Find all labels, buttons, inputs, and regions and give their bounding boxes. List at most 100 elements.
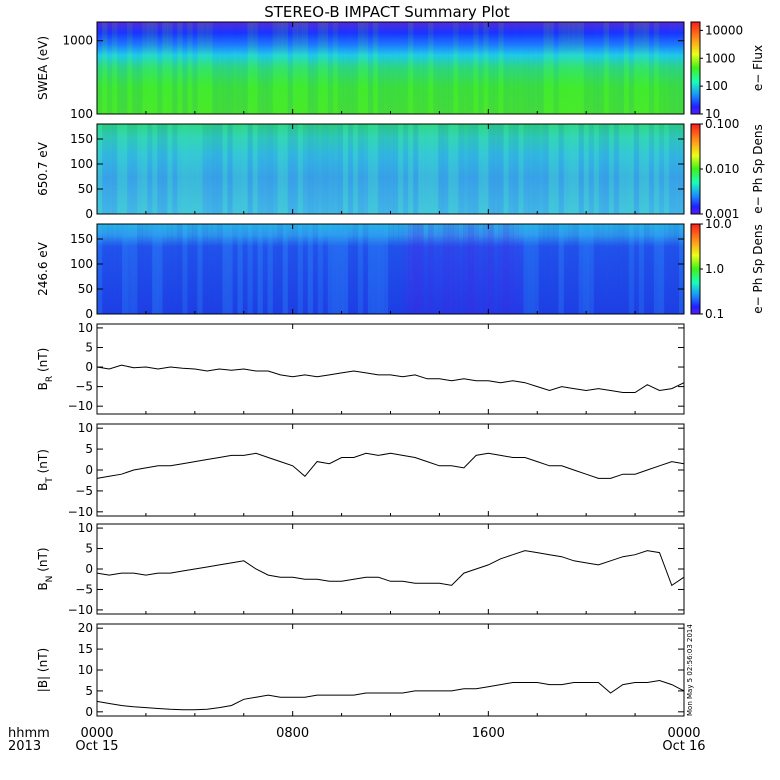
panel-6: −10 −5 0 5 10 BN (nT) xyxy=(36,521,685,617)
y-tick-label: 10 xyxy=(78,521,93,535)
heatmap-strip xyxy=(473,124,479,214)
heatmap-strip xyxy=(638,22,645,114)
heatmap-strip xyxy=(372,224,379,314)
heatmap-strip xyxy=(533,124,539,214)
heatmap-strip xyxy=(297,124,304,214)
heatmap-strip xyxy=(242,124,248,214)
y-tick-label: 0 xyxy=(85,360,93,374)
heatmap-3 xyxy=(97,224,684,314)
heatmap-strip xyxy=(217,22,223,114)
heatmap-strip xyxy=(382,224,389,314)
heatmap-strip xyxy=(247,22,253,114)
heatmap-strip xyxy=(222,22,228,114)
x-tick-sublabel: Oct 15 xyxy=(75,739,118,754)
heatmap-strip xyxy=(137,124,143,214)
y-tick-label: 10 xyxy=(78,663,93,677)
heatmap-strip xyxy=(307,22,314,114)
y-axis-label-2: 650.7 eV xyxy=(36,141,50,196)
heatmap-strip xyxy=(498,22,504,114)
y-label-main: 246.6 eV xyxy=(36,241,50,296)
heatmap-strip xyxy=(312,22,319,114)
heatmap-strip xyxy=(523,22,529,114)
heatmap-strip xyxy=(132,124,138,214)
heatmap-strip xyxy=(352,224,359,314)
heatmap-strip xyxy=(222,124,228,214)
heatmap-strip xyxy=(468,124,474,214)
heatmap-strip xyxy=(337,22,344,114)
x-tick-label: 1600 xyxy=(472,726,505,741)
heatmap-strip xyxy=(382,124,389,214)
y-tick-label: 0 xyxy=(85,705,93,719)
y-tick-label: 50 xyxy=(78,182,93,196)
heatmap-strip xyxy=(192,22,198,114)
heatmap-strip xyxy=(668,224,675,314)
heatmap-strip xyxy=(292,224,298,314)
heatmap-strip xyxy=(237,22,243,114)
heatmap-strip xyxy=(493,22,499,114)
heatmap-strip xyxy=(468,224,474,314)
heatmap-strip xyxy=(202,124,208,214)
heatmap-strip xyxy=(187,22,193,114)
heatmap-strip xyxy=(603,22,610,114)
heatmap-strip xyxy=(107,224,113,314)
heatmap-strip xyxy=(312,224,319,314)
heatmap-strip xyxy=(207,124,213,214)
heatmap-strip xyxy=(413,124,419,214)
heatmap-strip xyxy=(528,224,534,314)
heatmap-strip xyxy=(272,224,278,314)
heatmap-strip xyxy=(282,224,288,314)
y-tick-label: 150 xyxy=(70,232,93,246)
heatmap-strip xyxy=(197,224,203,314)
heatmap-strip xyxy=(628,224,635,314)
heatmap-strip xyxy=(578,22,584,114)
y-label-unit: (nT) xyxy=(36,348,50,376)
heatmap-strip xyxy=(653,22,660,114)
y-axis-label-7: |B| (nT) xyxy=(36,648,50,692)
heatmap-strip xyxy=(448,22,454,114)
heatmap-strip xyxy=(217,224,223,314)
heatmap-strip xyxy=(588,224,594,314)
heatmap-strip xyxy=(428,22,434,114)
heatmap-strip xyxy=(493,224,499,314)
heatmap-strip xyxy=(347,22,354,114)
heatmap-strip xyxy=(673,22,680,114)
y-axis-label-5: BT (nT) xyxy=(36,449,55,491)
heatmap-strip xyxy=(387,124,394,214)
heatmap-strip xyxy=(372,124,379,214)
y-tick-label: −5 xyxy=(75,484,93,498)
heatmap-strip xyxy=(122,224,128,314)
heatmap-strip xyxy=(608,22,615,114)
y-label-sub: T xyxy=(45,477,55,484)
heatmap-strip xyxy=(648,224,655,314)
heatmap-strip xyxy=(282,124,288,214)
panel-frame-6 xyxy=(96,523,685,615)
heatmap-strip xyxy=(132,224,138,314)
heatmap-strip xyxy=(518,22,524,114)
heatmap-strip xyxy=(648,124,655,214)
heatmap-strip xyxy=(177,124,183,214)
heatmap-strip xyxy=(598,22,605,114)
heatmap-strip xyxy=(438,224,444,314)
heatmap-strip xyxy=(347,124,354,214)
heatmap-strip xyxy=(613,224,620,314)
heatmap-strip xyxy=(247,224,253,314)
y-tick-label: 0 xyxy=(85,307,93,321)
heatmap-strip xyxy=(503,22,509,114)
heatmap-strip xyxy=(393,124,399,214)
heatmap-strip xyxy=(498,124,504,214)
heatmap-strip xyxy=(648,22,655,114)
heatmap-strip xyxy=(257,124,263,214)
heatmap-strip xyxy=(568,22,574,114)
heatmap-strip xyxy=(277,124,283,214)
heatmap-strip xyxy=(297,224,304,314)
heatmap-strip xyxy=(443,22,449,114)
heatmap-strip xyxy=(357,22,364,114)
y-tick-label: 5 xyxy=(85,684,93,698)
heatmap-strip xyxy=(398,22,404,114)
heatmap-strip xyxy=(152,224,158,314)
heatmap-strip xyxy=(408,22,414,114)
heatmap-strip xyxy=(327,124,334,214)
heatmap-strip xyxy=(478,22,484,114)
heatmap-strip xyxy=(488,22,494,114)
heatmap-strip xyxy=(663,224,670,314)
